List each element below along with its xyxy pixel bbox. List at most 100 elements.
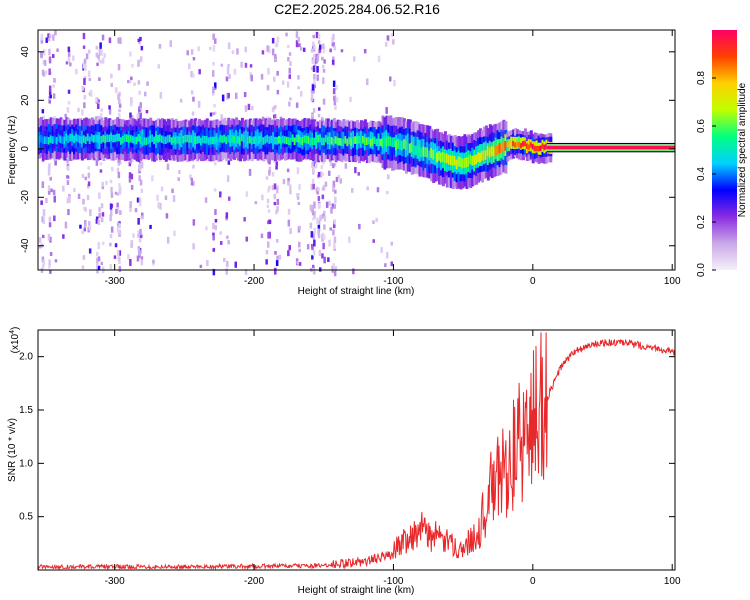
spectrogram-ridge-cell <box>432 149 436 160</box>
spectrogram-ridge-cell <box>170 137 174 145</box>
spectrogram-noise-cell <box>287 181 290 186</box>
spectrogram-ridge-cell <box>379 138 383 147</box>
spectrogram-noise-cell <box>332 186 335 192</box>
spectrogram-noise-cell <box>317 40 321 45</box>
spectrogram-ridge-cell <box>285 136 289 145</box>
spectrogram-ridge-cell <box>459 157 463 167</box>
spectrogram-ridge-cell <box>330 137 334 145</box>
spectrogram-noise-cell <box>317 228 320 236</box>
snr-series-line <box>37 332 676 571</box>
spectrogram-noise-cell <box>130 101 133 107</box>
spectrogram-ridge-cell <box>449 155 453 166</box>
spectrogram-noise-cell <box>353 56 356 62</box>
spectrogram-noise-cell <box>100 203 104 209</box>
spectrogram-noise-cell <box>129 207 132 213</box>
spectrogram-noise-cell <box>310 48 314 53</box>
spectrogram-ridge-cell <box>311 137 315 146</box>
spectrogram-noise-cell <box>132 233 135 238</box>
spectrogram-noise-cell <box>235 92 238 100</box>
spectrogram-noise-cell <box>260 73 264 80</box>
spectrogram-noise-cell <box>329 48 332 53</box>
spectrogram-noise-cell <box>248 168 252 176</box>
spectrogram-noise-cell <box>81 265 85 270</box>
spectrogram-noise-cell <box>212 222 215 230</box>
y-tick-label: 20 <box>20 94 31 106</box>
spectrogram-noise-cell <box>322 234 326 240</box>
spectrogram-noise-cell <box>273 183 277 190</box>
spectrogram-noise-cell <box>234 261 237 268</box>
spectrogram-noise-cell <box>313 239 316 247</box>
spectrogram-noise-cell <box>332 229 335 236</box>
spectrogram-noise-cell <box>137 230 140 238</box>
spectrogram-noise-cell <box>118 224 121 228</box>
spectrogram-ridge-cell <box>420 147 424 158</box>
spectrogram-noise-cell <box>145 110 149 114</box>
spectrogram-noise-cell <box>96 251 99 257</box>
x-tick-label: 100 <box>664 276 681 287</box>
spectrogram-ridge-cell <box>120 137 123 145</box>
spectrogram-noise-cell <box>212 33 215 40</box>
spectrogram-noise-cell <box>138 175 141 182</box>
spectrogram-noise-cell <box>77 193 81 200</box>
spectrogram-noise-cell <box>213 188 217 192</box>
spectrogram-noise-cell <box>82 63 86 69</box>
spectrogram-ridge-cell <box>399 139 402 150</box>
spectrogram-noise-cell <box>289 227 292 235</box>
spectrogram-ridge-cell <box>213 136 217 145</box>
spectrogram-noise-cell <box>271 171 275 177</box>
spectrogram-noise-cell <box>82 45 86 49</box>
spectrogram-noise-cell <box>67 89 71 94</box>
spectrogram-noise-cell <box>310 92 314 99</box>
spectrogram-x-label: Height of straight line (km) <box>298 286 415 297</box>
spectrogram-noise-cell <box>66 107 70 113</box>
spectrogram-noise-cell <box>322 242 325 250</box>
spectrogram-ridge-cell <box>533 145 537 152</box>
spectrogram-ridge-cell <box>340 138 344 147</box>
spectrogram-noise-cell <box>83 206 86 211</box>
spectrogram-noise-cell <box>204 197 208 203</box>
spectrogram-ridge-cell <box>190 135 194 143</box>
spectrogram-noise-cell <box>312 44 316 48</box>
spectrogram-noise-cell <box>387 174 390 180</box>
spectrogram-noise-cell <box>333 221 336 229</box>
spectrogram-noise-cell <box>110 226 114 233</box>
spectrogram-noise-cell <box>226 235 229 239</box>
spectrogram-noise-cell <box>303 47 306 52</box>
spectrogram-ridge-cell <box>479 152 482 163</box>
spectrogram-noise-cell <box>271 37 275 44</box>
spectrogram-ridge-cell <box>100 136 104 144</box>
spectrogram-noise-cell <box>332 88 336 95</box>
spectrogram-noise-cell <box>298 262 302 266</box>
spectrogram-ridge-cell <box>291 134 295 142</box>
spectrogram-noise-cell <box>40 52 43 59</box>
spectrogram-noise-cell <box>312 183 315 190</box>
spectrogram-noise-cell <box>98 207 101 213</box>
spectrogram-noise-cell <box>366 186 369 191</box>
spectrogram-ridge-cell <box>209 136 213 145</box>
spectrogram-ridge-cell <box>287 137 291 145</box>
spectrogram-ridge-cell <box>106 134 110 142</box>
spectrogram-noise-cell <box>244 269 248 275</box>
spectrogram-noise-cell <box>287 44 290 48</box>
spectrogram-noise-cell <box>95 97 98 103</box>
spectrogram-ridge-cell <box>219 134 223 143</box>
spectrogram-noise-cell <box>375 217 378 222</box>
spectrogram-ridge-cell <box>221 135 225 144</box>
spectrogram-ridge-cell <box>328 136 332 144</box>
spectrogram-noise-cell <box>228 74 231 79</box>
spectrogram-frame <box>37 29 676 271</box>
spectrogram-noise-cell <box>287 208 291 215</box>
spectrogram-ridge-cell <box>96 135 100 143</box>
spectrogram-noise-cell <box>99 169 103 173</box>
spectrogram-ridge-cell <box>451 155 455 166</box>
spectrogram-noise-cell <box>297 37 300 42</box>
spectrogram-noise-cell <box>298 225 301 230</box>
spectrogram-noise-cell <box>52 93 56 99</box>
spectrogram-noise-cell <box>190 70 193 78</box>
spectrogram-noise-cell <box>316 217 319 225</box>
spectrogram-ridge-cell <box>178 137 182 145</box>
spectrogram-noise-cell <box>88 248 92 254</box>
spectrogram-noise-cell <box>389 76 392 82</box>
spectrogram-noise-cell <box>288 101 291 107</box>
